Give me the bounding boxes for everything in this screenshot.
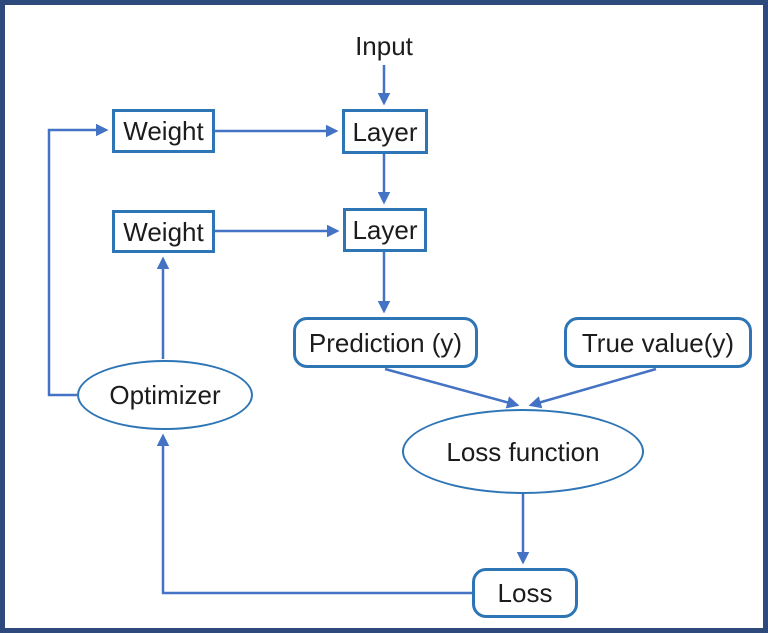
edge-true-value-to-loss-function bbox=[528, 367, 657, 409]
node-true-value: True value(y) bbox=[564, 317, 752, 368]
edge-prediction-to-loss-function bbox=[384, 367, 520, 409]
node-prediction: Prediction (y) bbox=[293, 317, 478, 368]
node-input-label: Input bbox=[355, 31, 413, 61]
node-loss-function: Loss function bbox=[402, 409, 644, 494]
node-weight-2: Weight bbox=[112, 210, 215, 253]
node-weight-1: Weight bbox=[112, 109, 215, 153]
node-layer-1: Layer bbox=[342, 109, 428, 154]
edge-optimizer-to-weight1 bbox=[47, 123, 109, 397]
node-loss: Loss bbox=[472, 568, 578, 618]
node-optimizer: Optimizer bbox=[77, 360, 253, 430]
node-layer-2: Layer bbox=[343, 208, 427, 252]
